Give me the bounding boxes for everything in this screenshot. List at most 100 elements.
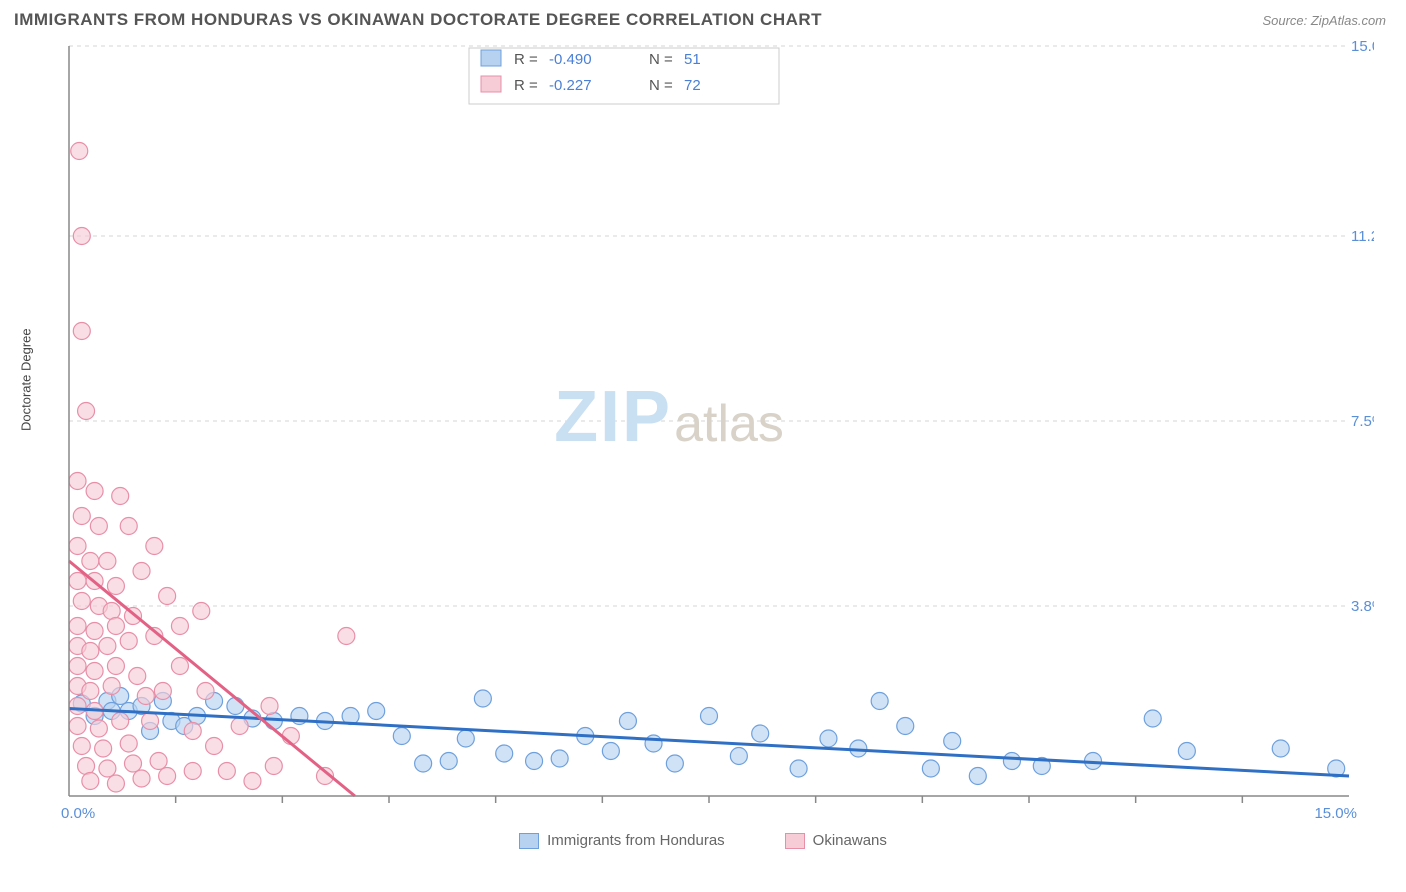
data-point (78, 403, 95, 420)
data-point (73, 738, 90, 755)
data-point (120, 518, 137, 535)
data-point (82, 553, 99, 570)
data-point (338, 628, 355, 645)
y-tick-label: 15.0% (1351, 38, 1374, 55)
data-point (73, 323, 90, 340)
data-point (86, 663, 103, 680)
data-point (99, 638, 116, 655)
data-point (142, 713, 159, 730)
y-tick-label: 11.2% (1351, 228, 1374, 245)
stat-r-label: R = (514, 51, 538, 68)
stat-n-value: 72 (684, 77, 701, 94)
data-point (73, 228, 90, 245)
stat-n-value: 51 (684, 51, 701, 68)
data-point (1178, 743, 1195, 760)
data-point (82, 683, 99, 700)
x-tick-label: 15.0% (1314, 805, 1357, 822)
chart-container: Doctorate Degree 3.8% 7.5% 11.2% 15.0% ZIPat… (14, 36, 1392, 826)
legend-label: Immigrants from Honduras (547, 832, 725, 849)
stat-r-value: -0.490 (549, 51, 592, 68)
data-point (112, 488, 129, 505)
data-point (393, 728, 410, 745)
data-point (133, 770, 150, 787)
data-point (99, 760, 116, 777)
y-tick-label: 7.5% (1351, 413, 1374, 430)
data-point (969, 768, 986, 785)
data-point (440, 753, 457, 770)
data-point (415, 755, 432, 772)
data-point (602, 743, 619, 760)
data-point (133, 563, 150, 580)
data-point (897, 718, 914, 735)
data-point (171, 618, 188, 635)
data-point (99, 553, 116, 570)
stat-r-label: R = (514, 77, 538, 94)
stat-r-value: -0.227 (549, 77, 592, 94)
data-point (184, 763, 201, 780)
data-point (90, 720, 107, 737)
data-point (73, 593, 90, 610)
data-point (69, 698, 86, 715)
data-point (69, 718, 86, 735)
data-point (197, 683, 214, 700)
data-point (1144, 710, 1161, 727)
y-tick-label: 3.8% (1351, 598, 1374, 615)
legend-label: Okinawans (813, 832, 887, 849)
data-point (474, 690, 491, 707)
data-point (227, 698, 244, 715)
data-point (107, 578, 124, 595)
data-point (73, 508, 90, 525)
data-point (871, 693, 888, 710)
data-point (71, 143, 88, 160)
legend-item: Okinawans (785, 832, 887, 849)
data-point (69, 573, 86, 590)
data-point (154, 683, 171, 700)
bottom-legend: Immigrants from Honduras Okinawans (0, 832, 1406, 849)
data-point (790, 760, 807, 777)
data-point (82, 773, 99, 790)
legend-item: Immigrants from Honduras (519, 832, 725, 849)
chart-title: IMMIGRANTS FROM HONDURAS VS OKINAWAN DOC… (14, 10, 822, 30)
data-point (944, 733, 961, 750)
data-point (103, 678, 120, 695)
data-point (231, 718, 248, 735)
data-point (752, 725, 769, 742)
data-point (120, 633, 137, 650)
y-axis-label: Doctorate Degree (19, 328, 34, 431)
data-point (86, 623, 103, 640)
data-point (159, 588, 176, 605)
data-point (107, 775, 124, 792)
watermark: ZIPatlas (554, 377, 784, 457)
data-point (551, 750, 568, 767)
legend-swatch (785, 833, 805, 849)
stat-n-label: N = (649, 77, 673, 94)
data-point (701, 708, 718, 725)
data-point (368, 703, 385, 720)
data-point (265, 758, 282, 775)
data-point (820, 730, 837, 747)
data-point (95, 740, 112, 757)
legend-swatch (519, 833, 539, 849)
data-point (86, 483, 103, 500)
x-tick-label: 0.0% (61, 805, 95, 822)
data-point (922, 760, 939, 777)
data-point (1272, 740, 1289, 757)
data-point (244, 773, 261, 790)
data-point (112, 713, 129, 730)
data-point (193, 603, 210, 620)
data-point (69, 658, 86, 675)
data-point (526, 753, 543, 770)
data-point (103, 603, 120, 620)
data-point (159, 768, 176, 785)
data-point (206, 738, 223, 755)
data-point (129, 668, 146, 685)
data-point (90, 518, 107, 535)
data-point (496, 745, 513, 762)
legend-swatch (481, 76, 501, 92)
data-point (730, 748, 747, 765)
legend-swatch (481, 50, 501, 66)
data-point (120, 735, 137, 752)
data-point (137, 688, 154, 705)
data-point (107, 658, 124, 675)
data-point (78, 758, 95, 775)
